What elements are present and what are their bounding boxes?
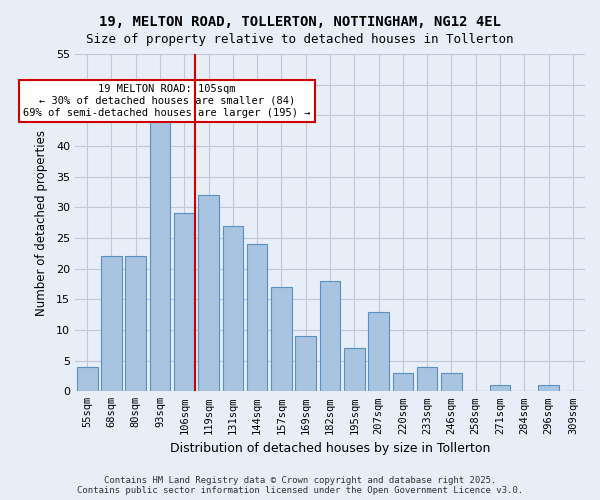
Bar: [150, 122, 170, 392]
Bar: [344, 348, 365, 392]
Bar: [490, 385, 511, 392]
Text: Contains HM Land Registry data © Crown copyright and database right 2025.
Contai: Contains HM Land Registry data © Crown c…: [77, 476, 523, 495]
Bar: [295, 336, 316, 392]
Bar: [77, 367, 98, 392]
Bar: [125, 256, 146, 392]
Bar: [174, 214, 194, 392]
Bar: [101, 256, 122, 392]
Bar: [320, 281, 340, 392]
Text: 19 MELTON ROAD: 105sqm
← 30% of detached houses are smaller (84)
69% of semi-det: 19 MELTON ROAD: 105sqm ← 30% of detached…: [23, 84, 311, 117]
Bar: [392, 373, 413, 392]
Bar: [441, 373, 462, 392]
Bar: [271, 287, 292, 392]
Bar: [247, 244, 268, 392]
Bar: [368, 312, 389, 392]
Bar: [417, 367, 437, 392]
Bar: [198, 195, 219, 392]
Text: Size of property relative to detached houses in Tollerton: Size of property relative to detached ho…: [86, 32, 514, 46]
Text: 19, MELTON ROAD, TOLLERTON, NOTTINGHAM, NG12 4EL: 19, MELTON ROAD, TOLLERTON, NOTTINGHAM, …: [99, 15, 501, 29]
Y-axis label: Number of detached properties: Number of detached properties: [35, 130, 48, 316]
X-axis label: Distribution of detached houses by size in Tollerton: Distribution of detached houses by size …: [170, 442, 490, 455]
Bar: [538, 385, 559, 392]
Bar: [223, 226, 243, 392]
